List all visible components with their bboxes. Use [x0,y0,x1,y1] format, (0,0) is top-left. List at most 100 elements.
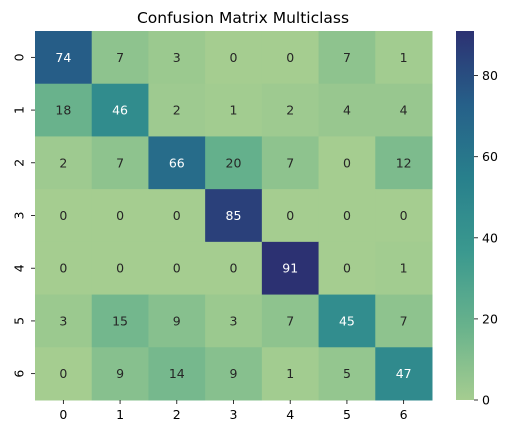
cell-value-label: 9 [230,366,238,381]
heatmap-cell [205,189,263,243]
cell-value-label: 0 [286,208,294,223]
cell-value-label: 4 [400,103,408,118]
heatmap-cell [261,241,320,296]
cell-value-label: 0 [343,155,351,170]
heatmap-cell [375,83,433,137]
cell-value-label: 2 [59,155,67,170]
heatmap-cell [91,189,149,243]
cell-value-label: 12 [396,155,412,170]
y-tick-label: 2 [12,159,27,167]
heatmap-cell [318,347,376,401]
chart-title: Confusion Matrix Multiclass [137,9,349,27]
heatmap-cell [148,83,206,137]
heatmap-cell [261,294,320,348]
heatmap-cell [318,31,376,85]
cell-value-label: 20 [226,155,242,170]
cell-value-label: 0 [343,208,351,223]
heatmap-cell [148,31,206,85]
heatmap-cell [91,83,149,137]
heatmap-cells [35,31,433,401]
heatmap-cell [148,294,206,348]
y-tick-label: 5 [12,317,27,325]
heatmap-cell [318,136,376,190]
heatmap-cell [375,136,433,190]
cell-value-label: 9 [173,313,181,328]
cell-value-label: 14 [169,366,185,381]
cell-value-label: 0 [343,261,351,276]
cell-value-label: 7 [286,313,294,328]
heatmap-cell [261,136,320,190]
cell-value-label: 47 [396,366,412,381]
y-tick-label: 6 [12,370,27,378]
heatmap-cell [148,136,206,190]
cell-value-label: 0 [59,366,67,381]
cell-value-label: 9 [116,366,124,381]
cell-value-label: 85 [226,208,242,223]
cell-value-label: 1 [400,261,408,276]
cell-value-label: 0 [59,261,67,276]
x-axis-ticks: 0 1 2 3 4 5 6 [59,400,408,422]
y-tick-label: 4 [12,264,27,272]
colorbar-tick-label: 20 [482,311,498,326]
cell-value-label: 91 [282,261,298,276]
heatmap-cell-labels: 74 7 3 0 0 7 118 46 2 1 2 4 42 7 66 20 7 0 120 0 0 85 0 0 00 0 0 0 9… [55,50,411,381]
x-tick-label: 1 [116,407,124,422]
cell-value-label: 7 [286,155,294,170]
cell-value-label: 46 [112,103,128,118]
colorbar-tick-label: 0 [482,393,490,408]
cell-value-label: 3 [173,50,181,65]
heatmap-cell [91,294,149,348]
heatmap-cell [318,241,376,296]
heatmap-cell [318,189,376,243]
colorbar-gradient [456,31,474,400]
heatmap-cell [91,241,149,296]
heatmap-cell [261,189,320,243]
cell-value-label: 7 [400,313,408,328]
cell-value-label: 18 [55,103,71,118]
heatmap-cell [35,347,93,401]
x-tick-label: 6 [400,407,408,422]
x-tick-label: 2 [173,407,181,422]
colorbar: 0 20 40 60 80 [456,31,498,408]
colorbar-tick-label: 60 [482,149,498,164]
cell-value-label: 7 [116,155,124,170]
y-tick-label: 1 [12,106,27,114]
heatmap-cell [261,31,320,85]
heatmap-cell [35,83,93,137]
cell-value-label: 45 [339,313,355,328]
heatmap-cell [148,189,206,243]
heatmap-cell [35,136,93,190]
cell-value-label: 0 [116,208,124,223]
heatmap-cell [261,83,320,137]
heatmap-cell [375,189,433,243]
cell-value-label: 0 [59,208,67,223]
heatmap-cell [35,241,93,296]
colorbar-tick-label: 40 [482,230,498,245]
cell-value-label: 5 [343,366,351,381]
heatmap-cell [148,347,206,401]
colorbar-tick-label: 80 [482,68,498,83]
heatmap-cell [205,83,263,137]
cell-value-label: 1 [230,103,238,118]
heatmap-cell [205,294,263,348]
heatmap-cell [375,294,433,348]
heatmap-cell [205,31,263,85]
heatmap-cell [91,347,149,401]
x-tick-label: 4 [286,407,294,422]
heatmap-cell [261,347,320,401]
heatmap-cell [91,136,149,190]
cell-value-label: 1 [286,366,294,381]
heatmap-cell [35,294,93,348]
cell-value-label: 2 [286,103,294,118]
heatmap-cell [35,189,93,243]
cell-value-label: 0 [230,261,238,276]
cell-value-label: 0 [173,261,181,276]
cell-value-label: 2 [173,103,181,118]
heatmap-cell [375,347,433,401]
heatmap-cell [318,83,376,137]
x-tick-label: 3 [230,407,238,422]
y-tick-label: 0 [12,53,27,61]
heatmap-cell [205,347,263,401]
heatmap-cell [148,241,206,296]
